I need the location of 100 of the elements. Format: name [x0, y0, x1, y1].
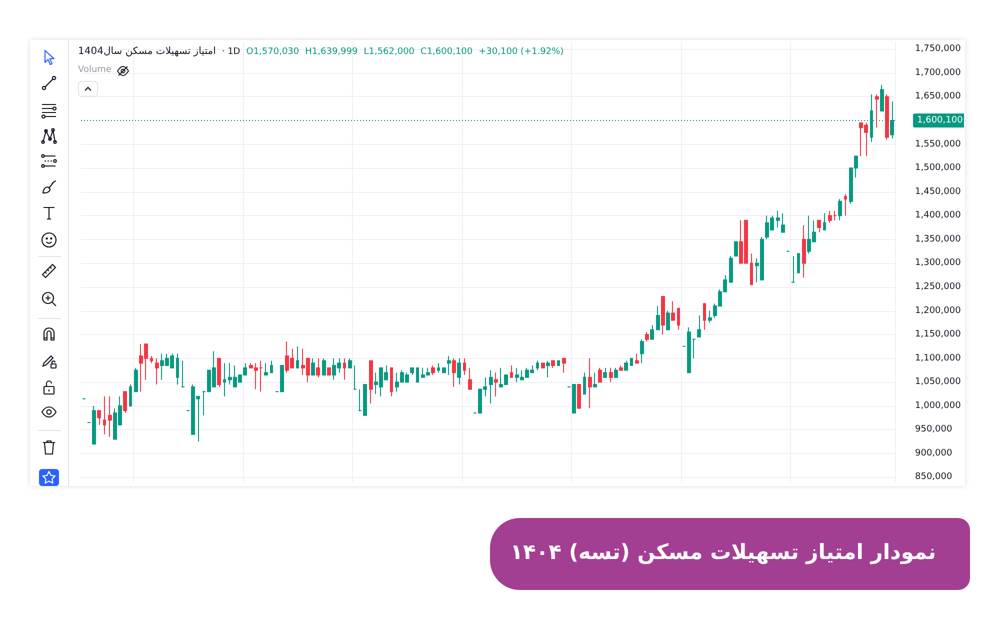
candlestick [546, 360, 550, 378]
annotation: H1,639,999 [305, 47, 358, 57]
candlestick [650, 324, 654, 340]
candlestick [536, 360, 539, 371]
y-tick-label: 1,700,000 [915, 68, 962, 78]
candlestick [598, 367, 602, 383]
candlestick [322, 358, 326, 376]
candlestick [442, 367, 446, 374]
candlestick [645, 332, 649, 342]
annotation: O1,570,030 [246, 47, 300, 57]
candlestick [494, 372, 498, 397]
candlestick [223, 362, 226, 397]
candlestick [817, 220, 821, 233]
candlestick [489, 370, 493, 404]
candlestick [880, 84, 884, 112]
candlestick [838, 198, 842, 221]
candlestick [316, 358, 320, 378]
candlestick [264, 362, 268, 376]
y-tick-label: 1,750,000 [915, 44, 962, 54]
y-tick-label: 1,650,000 [915, 92, 962, 102]
candlestick [541, 362, 545, 368]
candlestick [410, 367, 414, 376]
candlestick [468, 367, 472, 390]
candlestick [134, 367, 138, 392]
candlestick [697, 315, 701, 338]
candlestick [703, 303, 706, 330]
candlestick [577, 384, 581, 409]
candlestick [296, 346, 299, 368]
candlestick [510, 364, 513, 378]
candlestick [640, 338, 644, 364]
candlestick [677, 308, 680, 330]
y-tick-label: 1,400,000 [915, 210, 962, 221]
y-tick-label: 950,000 [915, 424, 952, 435]
y-tick-label: 1,050,000 [915, 377, 962, 388]
candlestick [551, 360, 555, 368]
candlestick [619, 364, 623, 371]
annotation: +30,100 (+1.92%) [478, 47, 564, 57]
candlestick [614, 367, 618, 378]
candlestick [666, 310, 670, 330]
annotation: C1,600,100 [420, 47, 473, 57]
annotation: L1,562,000 [364, 47, 415, 57]
candlestick [416, 367, 419, 383]
y-tick-label: 1,350,000 [915, 234, 962, 244]
ref-line-label: 1,600,100 [917, 115, 964, 126]
y-tick-label: 1,300,000 [915, 258, 962, 268]
candlestick [671, 300, 675, 321]
candlestick [562, 358, 566, 374]
candlestick [181, 360, 185, 388]
candlestick [588, 358, 592, 409]
annotation: · 1D [222, 47, 240, 57]
candlestick [353, 364, 357, 390]
candlestick [452, 358, 456, 388]
y-tick-label: 1,450,000 [915, 186, 962, 197]
y-tick-label: 900,000 [915, 448, 952, 458]
y-tick-label: 1,500,000 [915, 163, 962, 174]
candlestick [791, 256, 795, 283]
candlestick [797, 253, 800, 274]
candlestick [729, 256, 733, 283]
y-tick-label: 1,250,000 [915, 282, 962, 292]
y-tick-label: 1,200,000 [915, 306, 962, 316]
candlestick [123, 391, 127, 414]
text: نمودار امتیاز تسهیلات مسکن (تسه) ۱۴۰۴ [510, 540, 936, 564]
candlestick [609, 367, 613, 383]
candlestick [447, 355, 451, 376]
candlestick [781, 212, 785, 233]
candlestick [776, 210, 780, 228]
candlestick [656, 306, 660, 330]
candlestick [369, 360, 373, 404]
candlestick [708, 310, 712, 324]
y-tick-label: 850,000 [915, 472, 952, 482]
y-tick-label: 1,100,000 [915, 353, 962, 364]
candlestick [734, 241, 738, 257]
y-tick-label: 1,150,000 [915, 330, 962, 340]
candlestick [97, 410, 101, 426]
candlestick [348, 358, 352, 368]
candlestick [270, 360, 273, 374]
candlestick [583, 372, 586, 394]
candlestick [150, 355, 153, 364]
candlestick [630, 358, 633, 366]
candlestick [635, 353, 639, 364]
candlestick [875, 94, 879, 128]
candlestick [457, 358, 461, 385]
chart-subtitle: امتیاز تسهیلات مسکن سال1404 [78, 46, 216, 57]
candlestick [624, 360, 628, 371]
candlestick [155, 358, 159, 385]
candlestick [885, 94, 889, 140]
candlestick [129, 384, 132, 406]
candlestick [327, 367, 331, 376]
candlestick [390, 367, 393, 397]
candlestick [661, 296, 665, 336]
candlestick [750, 253, 753, 286]
candlestick [802, 224, 806, 278]
candlestick [176, 353, 179, 385]
y-tick-label: 1,550,000 [915, 139, 962, 150]
candlestick [108, 396, 112, 438]
candlestick [557, 360, 560, 366]
candlestick [311, 358, 315, 376]
candlestick [844, 194, 847, 216]
candlestick [437, 362, 440, 374]
candlestick [823, 212, 826, 230]
